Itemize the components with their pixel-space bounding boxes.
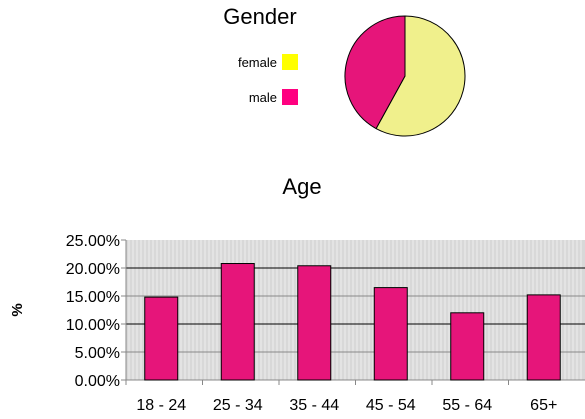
gender-chart-title: Gender: [223, 4, 297, 29]
x-tick-label: 25 - 34: [213, 397, 263, 414]
y-tick-label: 25.00%: [66, 233, 120, 250]
y-tick-label: 20.00%: [66, 261, 120, 278]
legend-swatch-female: [282, 54, 298, 70]
bar-45-54: [373, 287, 408, 381]
bar-35-44: [297, 265, 332, 381]
x-tick-label: 65+: [530, 397, 557, 414]
bar-55-64: [450, 312, 485, 381]
legend-item-male: male: [190, 89, 298, 105]
pie-slice-male: [344, 15, 406, 130]
y-tick-label: 15.00%: [66, 289, 120, 306]
bar-65+: [526, 294, 561, 381]
y-tick-label: 0.00%: [75, 373, 120, 390]
legend-label-female: female: [237, 54, 277, 70]
gender-pie-chart: [344, 15, 466, 137]
age-chart-title: Age: [282, 174, 322, 199]
y-tick-label: 10.00%: [66, 317, 120, 334]
x-tick-label: 45 - 54: [366, 397, 416, 414]
y-tick-label: 5.00%: [75, 345, 120, 362]
legend-label-male: male: [248, 89, 277, 105]
pie-slice-female: [375, 15, 466, 137]
x-tick-label: 55 - 64: [442, 397, 492, 414]
bar-25-34: [220, 263, 255, 381]
plot-area: [126, 240, 585, 380]
x-tick-label: 18 - 24: [136, 397, 186, 414]
legend-swatch-male: [282, 89, 298, 105]
y-axis-label: %: [9, 303, 26, 316]
legend-item-female: female: [190, 54, 298, 70]
x-tick-label: 35 - 44: [289, 397, 339, 414]
bar-18-24: [144, 296, 179, 381]
